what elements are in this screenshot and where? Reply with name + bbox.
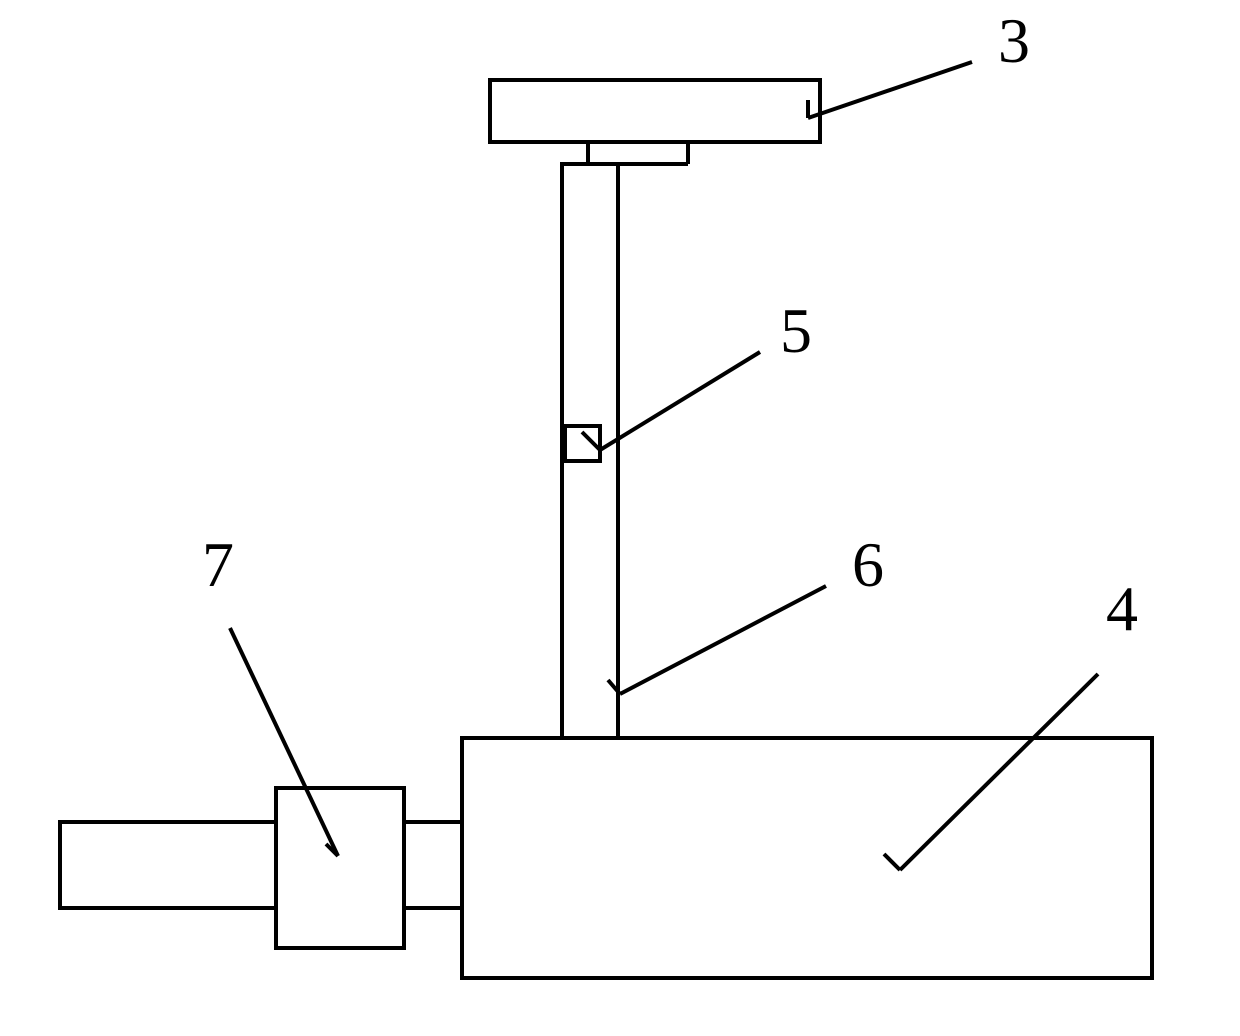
label-5: 5 xyxy=(780,295,812,366)
label-3: 3 xyxy=(998,5,1030,76)
label-4: 4 xyxy=(1106,573,1138,644)
label-7: 7 xyxy=(202,529,234,600)
shaft-right xyxy=(404,822,462,908)
leader-5 xyxy=(600,352,760,450)
leader-3 xyxy=(808,62,972,118)
shaft-left xyxy=(60,822,276,908)
top-plate xyxy=(490,80,820,142)
coupling-block xyxy=(276,788,404,948)
base-block xyxy=(462,738,1152,978)
label-6: 6 xyxy=(852,529,884,600)
leader-6 xyxy=(620,586,826,694)
